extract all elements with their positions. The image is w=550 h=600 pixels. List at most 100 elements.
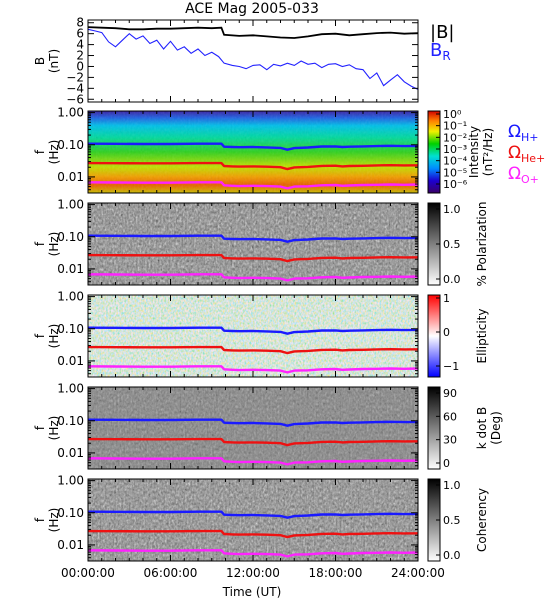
y-axis-title-main: f bbox=[33, 517, 47, 522]
series-b-total-line bbox=[87, 26, 419, 39]
y-tick-label: −4 bbox=[66, 81, 84, 95]
y-axis-title-main: B bbox=[33, 57, 47, 65]
colorbar-tick-label: 30 bbox=[443, 434, 457, 447]
y-tick-label: 1.00 bbox=[57, 474, 84, 488]
colorbar-tick-label: 1 bbox=[443, 292, 450, 305]
colorbar-tick-label: 90 bbox=[443, 387, 457, 400]
y-tick-label: 1.00 bbox=[57, 106, 84, 120]
y-axis-title: f (Hz) bbox=[33, 324, 61, 349]
colorbar-tick-label: 10⁻⁴ bbox=[443, 155, 468, 168]
legend-omega-he-sub: He+ bbox=[521, 152, 545, 165]
colorbar-tick-label: 1.0 bbox=[443, 479, 461, 492]
legend-omega-o: ΩO+ bbox=[508, 164, 539, 186]
gyrofrequency-omega-He-line bbox=[87, 437, 419, 447]
y-axis-title-sub: (nT) bbox=[47, 49, 61, 73]
x-tick-label: 24:00:00 bbox=[391, 566, 445, 580]
legend-omega-h-main: Ω bbox=[508, 122, 521, 142]
colorbar-tick-label: 10⁻⁶ bbox=[443, 178, 468, 191]
y-axis-title-main: f bbox=[33, 241, 47, 246]
y-axis-title: f (Hz) bbox=[33, 416, 61, 441]
legend-b-r: BR bbox=[430, 40, 451, 63]
colorbar-tick-label: −1 bbox=[443, 360, 459, 373]
y-axis-title-main: f bbox=[33, 425, 47, 430]
colorbar-tick-label: 10⁻⁵ bbox=[443, 166, 467, 179]
panel-kdotb: 1.00 0.10 0.01 f (Hz) 90 60 30 0 k dot B (Deg) bbox=[33, 382, 503, 470]
colorbar-title: k dot B (Deg) bbox=[475, 407, 503, 449]
y-tick-label: 0 bbox=[76, 59, 84, 73]
y-axis-title-sub: (Hz) bbox=[47, 416, 61, 441]
colorbar-tick-label: 10⁻³ bbox=[443, 143, 467, 156]
colorbar-tick-label: 0 bbox=[443, 326, 450, 339]
y-axis-title-main: f bbox=[33, 149, 47, 154]
colorbar-tick-label: 0.5 bbox=[443, 514, 461, 527]
colorbar-tick-label: 0.0 bbox=[443, 273, 461, 286]
y-tick-label: 0.01 bbox=[57, 354, 84, 368]
x-tick-label: 12:00:00 bbox=[226, 566, 280, 580]
y-tick-label: 0.01 bbox=[57, 446, 84, 460]
legend-omega-he: ΩHe+ bbox=[508, 143, 545, 165]
series-b-r-line bbox=[87, 28, 419, 90]
gyrofrequency-omega-H-line bbox=[87, 418, 419, 427]
x-tick-label: 00:00:00 bbox=[61, 566, 115, 580]
y-axis-title-sub: (Hz) bbox=[47, 140, 61, 165]
chart-title: ACE Mag 2005-033 bbox=[185, 1, 319, 17]
colorbar-title-text: Ellipticity bbox=[475, 309, 489, 364]
x-tick-label: 18:00:00 bbox=[309, 566, 363, 580]
gyrofrequency-omega-He-line bbox=[87, 253, 419, 263]
y-tick-label: −6 bbox=[66, 92, 84, 106]
colorbar bbox=[427, 294, 441, 378]
legend-omega-o-main: Ω bbox=[508, 164, 521, 184]
colorbar-tick-label: 0 bbox=[443, 457, 450, 470]
spectrogram-texture bbox=[88, 479, 418, 561]
colorbar bbox=[427, 386, 441, 470]
gyrofrequency-omega-O-line bbox=[87, 273, 419, 282]
spectrogram-texture bbox=[88, 387, 418, 469]
gyrofrequency-omega-H-line bbox=[87, 234, 419, 243]
y-axis-title: f (Hz) bbox=[33, 140, 61, 165]
gyrofrequency-omega-H-line bbox=[87, 142, 419, 151]
colorbar-unit-text: (nT²/Hz) bbox=[481, 128, 495, 176]
colorbar-tick-label: 10⁻² bbox=[443, 131, 467, 144]
colorbar-title: Coherency bbox=[475, 488, 489, 552]
y-tick-label: 0.10 bbox=[57, 414, 84, 428]
y-axis-title: f (Hz) bbox=[33, 508, 61, 533]
y-tick-label: −2 bbox=[66, 70, 84, 84]
gyrofrequency-omega-O-line bbox=[87, 457, 419, 466]
colorbar-tick-label: 60 bbox=[443, 410, 457, 423]
legend-omega-h-sub: H+ bbox=[521, 131, 539, 144]
gyrofrequency-omega-He-line bbox=[87, 345, 419, 355]
y-axis-title: f (Hz) bbox=[33, 232, 61, 257]
y-tick-label: 0.10 bbox=[57, 506, 84, 520]
y-tick-label: 0.10 bbox=[57, 322, 84, 336]
gyrofrequency-omega-H-line bbox=[87, 326, 419, 335]
legend-omega-h: ΩH+ bbox=[508, 122, 539, 144]
plot-frame bbox=[87, 19, 419, 103]
colorbar-title-text: Coherency bbox=[475, 488, 489, 552]
colorbar-title: Ellipticity bbox=[475, 309, 489, 364]
y-tick-label: 4 bbox=[76, 38, 84, 52]
x-tick-label: 06:00:00 bbox=[144, 566, 198, 580]
gyrofrequency-omega-O-line bbox=[87, 181, 419, 190]
gyrofrequency-omega-He-line bbox=[87, 161, 419, 171]
y-axis-title-sub: (Hz) bbox=[47, 324, 61, 349]
y-tick-label: 1.00 bbox=[57, 198, 84, 212]
panel-polarization: 1.00 0.10 0.01 f (Hz) 1.0 0.5 0.0 % Polarization bbox=[33, 198, 489, 287]
legend-b-total: |B| bbox=[430, 22, 454, 43]
colorbar-tick-label: 0.5 bbox=[443, 238, 461, 251]
y-tick-label: 0.10 bbox=[57, 230, 84, 244]
colorbar-title: % Polarization bbox=[475, 202, 489, 287]
colorbar-tick-label: 10⁰ bbox=[443, 108, 462, 121]
legend-b-r-main: B bbox=[430, 40, 442, 61]
colorbar-title: Intensity (nT²/Hz) bbox=[467, 126, 495, 178]
colorbar-tick-label: 0.0 bbox=[443, 549, 461, 562]
legend-omega-he-main: Ω bbox=[508, 143, 521, 163]
spectrogram-texture bbox=[88, 295, 418, 377]
colorbar-title-text: % Polarization bbox=[475, 202, 489, 287]
y-axis-title: B (nT) bbox=[33, 49, 61, 73]
x-axis-label: Time (UT) bbox=[222, 585, 282, 599]
y-tick-label: 6 bbox=[76, 27, 84, 41]
gyrofrequency-omega-He-line bbox=[87, 529, 419, 539]
y-tick-label: 0.10 bbox=[57, 138, 84, 152]
